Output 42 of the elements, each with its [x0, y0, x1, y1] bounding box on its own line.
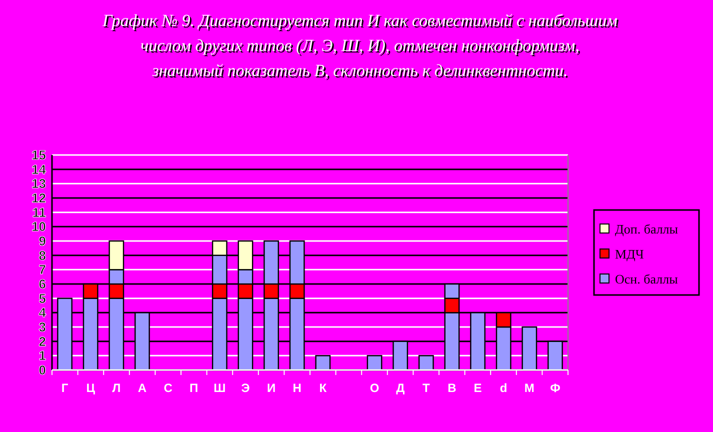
- x-tick-label: О: [370, 381, 380, 395]
- bar: [315, 355, 331, 371]
- y-tick-label: 1: [38, 348, 46, 364]
- y-tick-label: 14: [32, 162, 47, 177]
- y-tick-label: 12: [32, 190, 46, 206]
- x-tick-label: И: [266, 381, 276, 395]
- y-tick-label: 9: [38, 234, 46, 249]
- x-tick-label: А: [138, 381, 147, 395]
- bar: [418, 355, 434, 371]
- x-tick-label: Т: [422, 381, 430, 395]
- x-tick-label: Ф: [550, 381, 560, 395]
- x-tick-label: Г: [61, 381, 68, 395]
- x-tick-label: d: [500, 381, 508, 395]
- y-tick-label: 10: [32, 219, 46, 234]
- legend-label: Доп. баллы: [615, 222, 678, 237]
- x-tick-label: Н: [292, 381, 302, 395]
- bar: [366, 355, 382, 371]
- y-tick-label: 2: [38, 334, 46, 349]
- x-tick-label: Л: [112, 381, 121, 395]
- legend-label: МДЧ: [615, 246, 644, 262]
- x-tick-label: В: [448, 381, 457, 395]
- x-tick-label: Ш: [214, 381, 226, 395]
- y-tick-label: 15: [32, 148, 46, 163]
- y-tick-label: 8: [38, 248, 46, 263]
- x-tick-label: Э: [241, 381, 250, 395]
- y-tick-label: 4: [38, 305, 47, 320]
- y-tick-label: 11: [32, 204, 46, 220]
- y-tick-label: 3: [38, 320, 46, 335]
- y-tick-label: 13: [32, 176, 46, 192]
- y-tick-label: 7: [38, 262, 46, 278]
- x-tick-label: Е: [474, 381, 482, 395]
- x-tick-label: К: [319, 381, 328, 395]
- chart-title: График № 9. Диагностируется тип И как совместимый с наибольшим числом других типов (Л, Э, Ш, И), отмечен нонконформизм, значимый показатель В, склонность к делинквентности.: [102, 11, 618, 80]
- x-tick-label: П: [190, 381, 198, 395]
- x-tick-label: С: [164, 381, 173, 395]
- y-tick-label: 6: [38, 276, 46, 292]
- x-tick-label: Д: [396, 381, 406, 395]
- y-tick-label: 5: [38, 290, 46, 306]
- legend-label: Осн. баллы: [615, 272, 678, 287]
- x-tick-label: Ц: [86, 381, 96, 395]
- x-tick-label: М: [524, 381, 534, 395]
- y-tick-label: 0: [38, 362, 46, 378]
